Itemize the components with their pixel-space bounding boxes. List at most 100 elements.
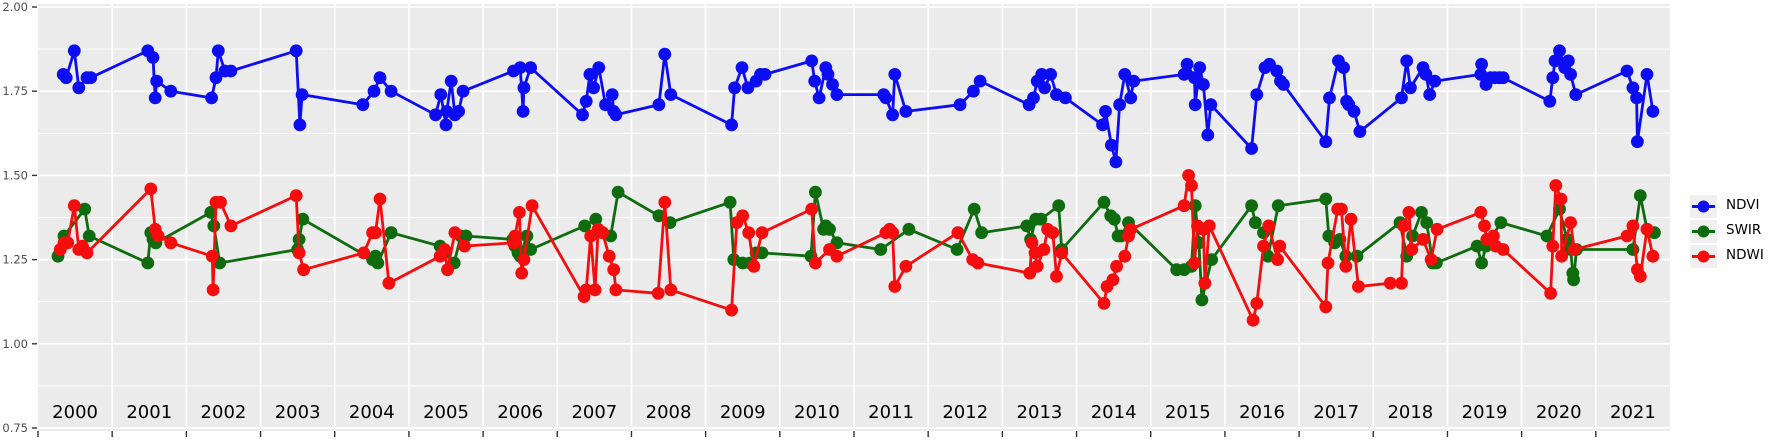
data-point[interactable]	[1554, 192, 1568, 206]
data-point[interactable]	[150, 74, 164, 88]
data-point[interactable]	[971, 256, 985, 270]
data-point[interactable]	[1202, 219, 1216, 233]
data-point[interactable]	[1201, 128, 1215, 142]
data-point[interactable]	[805, 54, 819, 68]
data-point[interactable]	[830, 249, 844, 263]
data-point[interactable]	[1397, 219, 1411, 233]
data-point[interactable]	[295, 88, 309, 101]
data-point[interactable]	[747, 259, 761, 273]
data-point[interactable]	[728, 81, 741, 95]
data-point[interactable]	[1027, 91, 1040, 105]
data-point[interactable]	[357, 246, 371, 260]
data-point[interactable]	[1640, 68, 1654, 81]
data-point[interactable]	[1177, 68, 1191, 81]
data-point[interactable]	[1020, 219, 1034, 233]
data-point[interactable]	[1626, 219, 1640, 233]
data-point[interactable]	[214, 195, 227, 209]
data-point[interactable]	[1405, 243, 1419, 256]
data-point[interactable]	[151, 229, 165, 243]
data-point[interactable]	[1555, 249, 1569, 263]
data-point[interactable]	[826, 78, 839, 91]
data-point[interactable]	[458, 239, 471, 253]
data-point[interactable]	[205, 249, 219, 263]
data-point[interactable]	[1544, 286, 1557, 300]
data-point[interactable]	[1546, 239, 1560, 253]
data-point[interactable]	[1353, 125, 1367, 138]
data-point[interactable]	[59, 71, 73, 85]
data-point[interactable]	[67, 44, 81, 58]
data-point[interactable]	[1540, 229, 1554, 243]
data-point[interactable]	[1395, 91, 1408, 105]
data-point[interactable]	[141, 256, 155, 270]
data-point[interactable]	[1270, 64, 1284, 78]
data-point[interactable]	[1416, 233, 1430, 246]
data-point[interactable]	[596, 226, 609, 240]
data-point[interactable]	[902, 222, 916, 236]
data-point[interactable]	[1420, 216, 1434, 230]
data-point[interactable]	[607, 263, 621, 277]
data-point[interactable]	[1553, 44, 1566, 58]
data-point[interactable]	[1474, 206, 1488, 219]
data-point[interactable]	[1118, 249, 1132, 263]
data-point[interactable]	[1337, 61, 1350, 74]
data-point[interactable]	[1428, 74, 1442, 88]
data-point[interactable]	[742, 226, 756, 240]
data-point[interactable]	[369, 226, 382, 240]
data-point[interactable]	[758, 68, 772, 81]
data-point[interactable]	[224, 64, 238, 78]
data-point[interactable]	[438, 243, 451, 256]
data-point[interactable]	[144, 182, 158, 196]
data-point[interactable]	[1400, 54, 1414, 68]
data-point[interactable]	[1109, 155, 1123, 169]
data-point[interactable]	[1246, 313, 1260, 327]
data-point[interactable]	[1113, 98, 1126, 112]
data-point[interactable]	[292, 246, 306, 260]
data-point[interactable]	[899, 259, 913, 273]
data-point[interactable]	[1180, 57, 1194, 71]
data-point[interactable]	[808, 74, 822, 88]
data-point[interactable]	[367, 84, 381, 98]
data-point[interactable]	[72, 81, 86, 95]
data-point[interactable]	[658, 195, 672, 209]
data-point[interactable]	[82, 229, 96, 243]
data-point[interactable]	[67, 199, 81, 213]
data-point[interactable]	[1478, 219, 1491, 233]
data-point[interactable]	[1352, 280, 1365, 293]
data-point[interactable]	[206, 283, 220, 297]
data-point[interactable]	[297, 263, 310, 277]
data-point[interactable]	[289, 44, 303, 58]
data-point[interactable]	[652, 209, 666, 223]
data-point[interactable]	[373, 71, 387, 85]
data-point[interactable]	[211, 44, 225, 58]
data-point[interactable]	[1562, 54, 1575, 68]
data-point[interactable]	[516, 105, 530, 118]
data-point[interactable]	[356, 98, 370, 112]
data-point[interactable]	[821, 68, 835, 81]
data-point[interactable]	[1339, 259, 1353, 273]
data-point[interactable]	[579, 94, 593, 108]
data-point[interactable]	[1099, 105, 1112, 118]
data-point[interactable]	[1383, 276, 1397, 290]
data-point[interactable]	[1204, 98, 1218, 112]
data-point[interactable]	[296, 212, 310, 226]
data-point[interactable]	[1626, 243, 1640, 256]
data-point[interactable]	[1250, 297, 1264, 310]
data-point[interactable]	[373, 192, 387, 206]
data-point[interactable]	[1198, 276, 1212, 290]
data-point[interactable]	[1564, 68, 1577, 81]
data-point[interactable]	[1038, 81, 1051, 95]
data-point[interactable]	[1335, 202, 1348, 216]
data-point[interactable]	[664, 88, 678, 101]
data-point[interactable]	[289, 189, 303, 203]
data-point[interactable]	[1543, 94, 1557, 108]
data-point[interactable]	[812, 91, 826, 105]
data-point[interactable]	[1567, 273, 1580, 287]
data-point[interactable]	[578, 219, 592, 233]
data-point[interactable]	[953, 98, 967, 112]
data-point[interactable]	[508, 229, 522, 243]
data-point[interactable]	[725, 118, 738, 132]
data-point[interactable]	[1548, 54, 1562, 68]
data-point[interactable]	[973, 74, 987, 88]
data-point[interactable]	[1034, 212, 1048, 226]
data-point[interactable]	[434, 88, 448, 101]
